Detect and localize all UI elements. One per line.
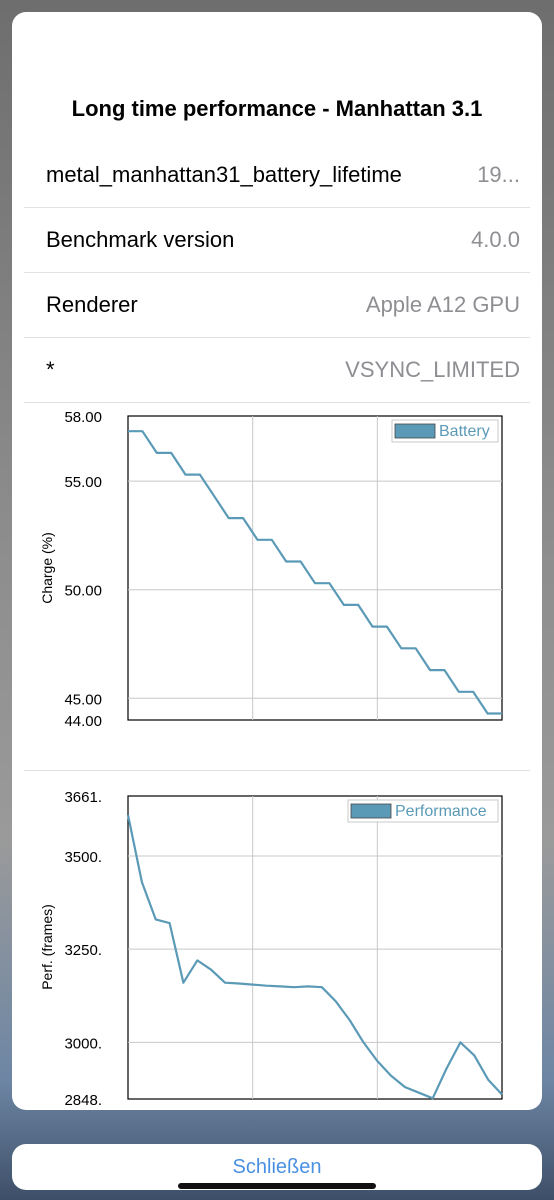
y-tick-label: 3000. (64, 1035, 102, 1052)
series-line-performance (126, 814, 503, 1100)
plot-area (127, 415, 503, 721)
home-indicator (178, 1183, 376, 1189)
row-value: Apple A12 GPU (365, 292, 520, 317)
y-axis-label: Perf. (frames) (39, 904, 55, 990)
y-axis-label: Charge (%) (39, 532, 55, 604)
y-tick-label: 2848. (64, 1092, 102, 1109)
info-row-test-name: metal_manhattan31_battery_lifetime 19... (24, 143, 530, 208)
battery-chart-svg: 58.00 55.00 50.00 45.00 44.00 Charge (%) Batte… (39, 409, 503, 730)
battery-chart: 58.00 55.00 50.00 45.00 44.00 Charge (%) Batte… (12, 392, 542, 772)
y-tick-label: 58.00 (64, 409, 102, 426)
y-tick-label: 3250. (64, 942, 102, 959)
legend-swatch (394, 423, 436, 439)
close-button[interactable]: Schließen (12, 1144, 542, 1190)
y-tick-label: 44.00 (64, 713, 102, 730)
y-tick-label: 3500. (64, 849, 102, 866)
performance-chart-svg: 3661. 3500. 3250. 3000. 2848. Perf. (frames) P… (39, 789, 503, 1109)
dialog-title: Long time performance - Manhattan 3.1 (71, 96, 483, 121)
y-tick-label: 45.00 (64, 691, 102, 708)
legend-label: Performance (395, 803, 487, 820)
row-value: 19... (477, 162, 520, 187)
divider (24, 770, 530, 771)
close-button-label: Schließen (232, 1156, 322, 1178)
y-tick-label: 55.00 (64, 474, 102, 491)
row-key: * (46, 357, 55, 382)
info-row-benchmark-version: Benchmark version 4.0.0 (24, 208, 530, 273)
plot-area (127, 795, 503, 1100)
y-tick-label: 3661. (64, 789, 102, 806)
y-tick-label: 50.00 (64, 583, 102, 600)
info-row-flag: * VSYNC_LIMITED (24, 338, 530, 403)
row-key: metal_manhattan31_battery_lifetime (46, 162, 402, 187)
row-value: VSYNC_LIMITED (345, 357, 520, 382)
row-key: Renderer (46, 292, 138, 317)
series-line-battery (128, 430, 502, 715)
legend-label: Battery (439, 423, 490, 440)
row-key: Benchmark version (46, 227, 235, 252)
performance-chart: 3661. 3500. 3250. 3000. 2848. Perf. (frames) P… (12, 772, 542, 1110)
row-value: 4.0.0 (471, 227, 520, 252)
legend-swatch (350, 803, 392, 819)
info-row-renderer: Renderer Apple A12 GPU (24, 273, 530, 338)
results-sheet: Long time performance - Manhattan 3.1 me… (12, 12, 542, 1110)
